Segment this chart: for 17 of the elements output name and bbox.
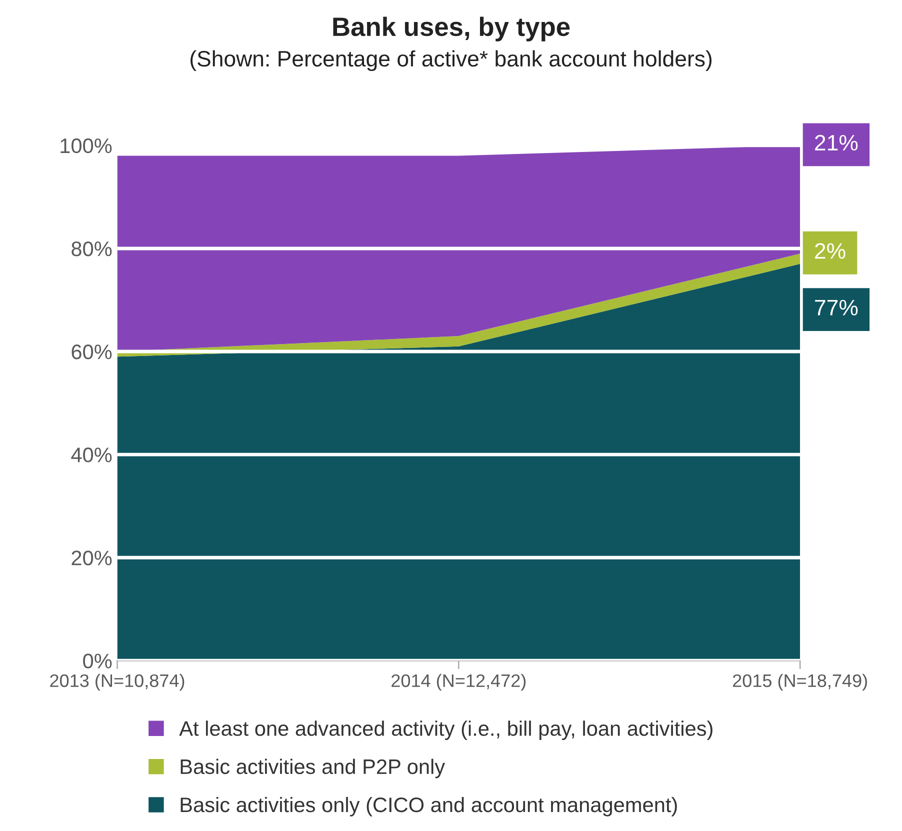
x-tick-label: 2013 (N=10,874) xyxy=(50,674,184,691)
y-tick-label: 60% xyxy=(72,344,112,360)
y-tick-label: 100% xyxy=(60,138,112,154)
x-tick-label: 2014 (N=12,472) xyxy=(392,674,526,691)
chart-subtitle: (Shown: Percentage of active* bank account holders) xyxy=(190,50,712,72)
data-label: 21% xyxy=(815,134,858,151)
chart-title: Bank uses, by type xyxy=(333,16,570,42)
y-tick-label: 40% xyxy=(71,448,112,462)
y-tick-label: 0% xyxy=(83,654,112,668)
y-tick-label: 20% xyxy=(72,550,112,566)
data-label: 77% xyxy=(815,300,858,316)
y-tick-label: 80% xyxy=(72,241,112,256)
legend-label: Basic activities and P2P only xyxy=(180,758,446,778)
data-label: 2% xyxy=(815,243,846,259)
legend-label: At least one advanced activity (i.e., bill pay, loan activities) xyxy=(179,720,712,740)
x-tick-label: 2015 (N=18,749) xyxy=(732,674,867,691)
legend-label: Basic activities only (CICO and account management) xyxy=(180,796,677,816)
